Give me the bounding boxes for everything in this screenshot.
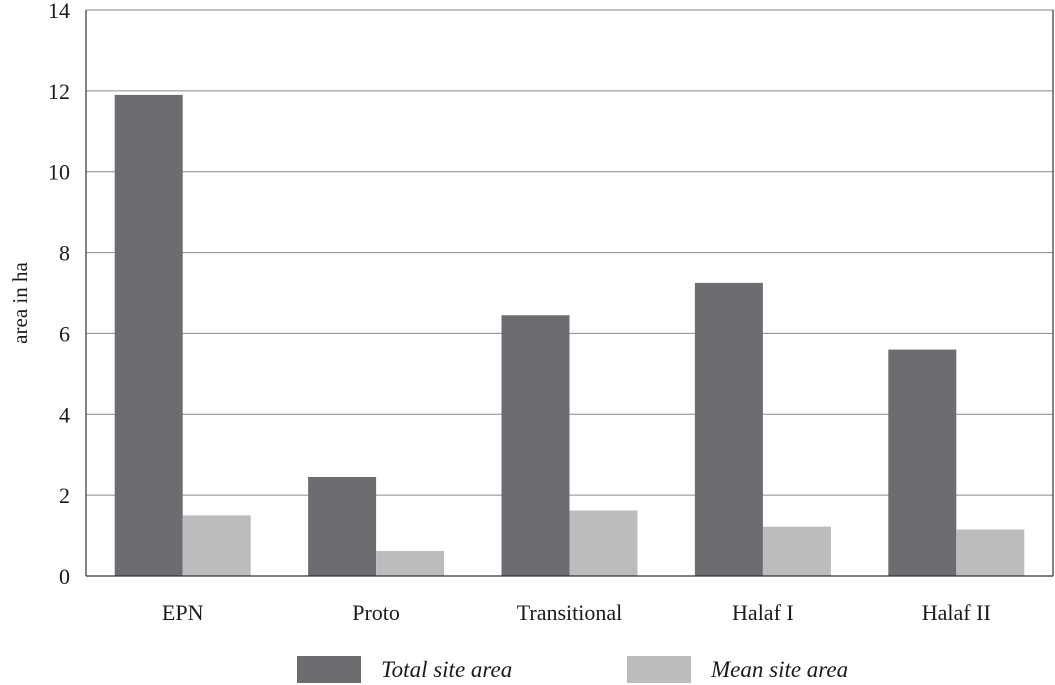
y-tick-label: 4 [59, 402, 70, 427]
x-tick-label: Halaf II [922, 600, 991, 625]
axes [85, 10, 1054, 577]
bars [114, 94, 1025, 577]
y-tick-label: 2 [59, 483, 70, 508]
x-tick-label: EPN [162, 600, 204, 625]
legend-label: Total site area [381, 657, 512, 682]
legend-swatch [627, 656, 691, 683]
bar-total-site-area [694, 282, 763, 576]
bar-total-site-area [114, 94, 183, 577]
x-tick-label: Halaf I [732, 600, 794, 625]
legend: Total site area Mean site area [297, 656, 848, 683]
legend-label: Mean site area [710, 657, 848, 682]
legend-swatch [297, 656, 361, 683]
bar-mean-site-area [762, 526, 831, 576]
bar-mean-site-area [956, 529, 1025, 576]
x-tick-labels: EPN Proto Transitional Halaf I Halaf II [162, 600, 991, 625]
x-tick-label: Transitional [517, 600, 623, 625]
y-axis-label: area in ha [8, 262, 32, 344]
bar-total-site-area [501, 315, 570, 576]
bar-mean-site-area [182, 515, 251, 576]
y-tick-label: 8 [59, 241, 70, 266]
y-tick-label: 6 [59, 321, 70, 346]
bar-mean-site-area [569, 510, 638, 576]
bar-total-site-area [308, 476, 377, 576]
bar-mean-site-area [376, 550, 445, 576]
y-tick-label: 12 [48, 79, 70, 104]
legend-item: Total site area [297, 656, 512, 683]
bar-total-site-area [888, 349, 957, 576]
y-tick-labels: 0 2 4 6 8 10 12 14 [48, 0, 70, 589]
legend-item: Mean site area [627, 656, 848, 683]
y-tick-label: 10 [48, 160, 70, 185]
y-tick-label: 0 [59, 564, 70, 589]
x-tick-label: Proto [352, 600, 400, 625]
y-tick-label: 14 [48, 0, 70, 23]
